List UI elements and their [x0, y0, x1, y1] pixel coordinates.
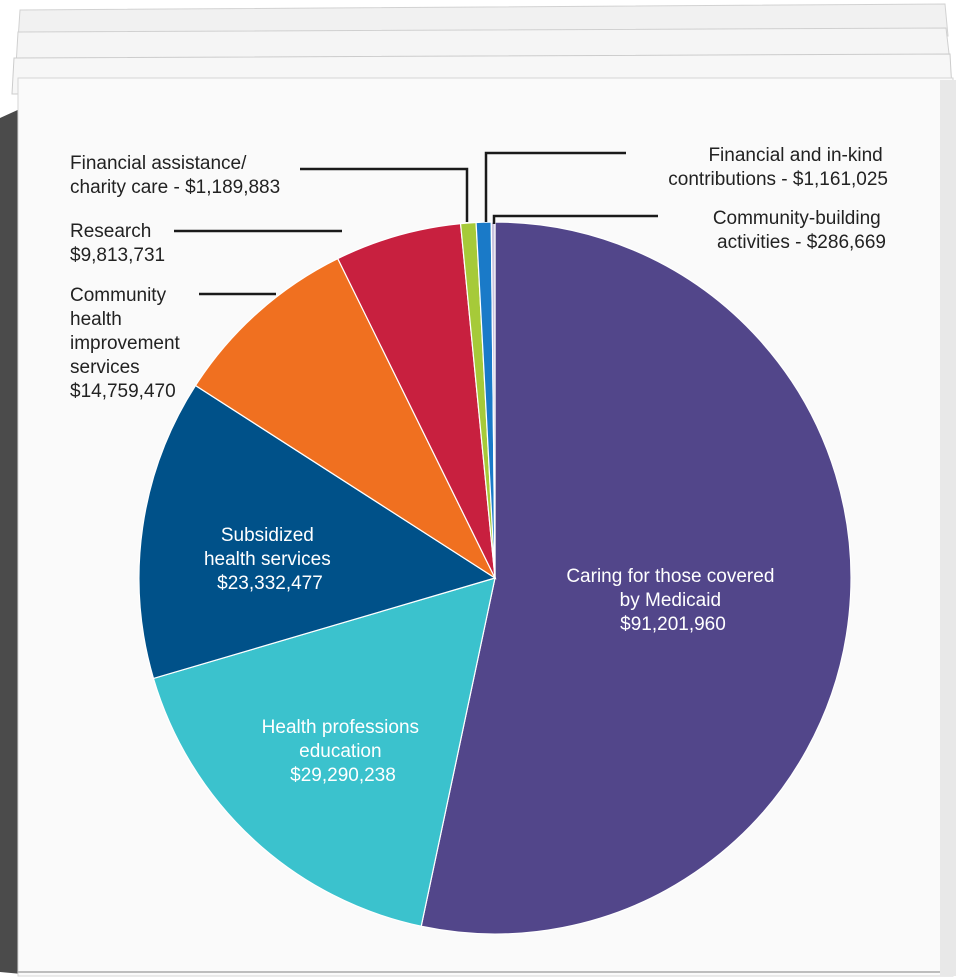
- pie-slice-2: [138, 384, 497, 680]
- label-subsidized: Subsidized health services $23,332,477: [204, 525, 336, 594]
- pie-slices: [138, 221, 852, 935]
- label-medicaid: Caring for those covered by Medicaid $91…: [566, 566, 779, 635]
- label-health-professions: Health professions education $29,290,238: [262, 717, 425, 786]
- leader-line-financial-assistance: [300, 167, 469, 222]
- label-community-building: Community-building activities - $286,669: [713, 208, 886, 253]
- label-research: Research $9,813,731: [70, 221, 165, 266]
- pie-slice-3: [194, 257, 497, 580]
- leader-line-community-building: [492, 214, 658, 224]
- pie-slice-0: [420, 221, 852, 935]
- label-financial-contributions: Financial and in-kind contributions - $1…: [668, 145, 888, 190]
- inside-labels: Caring for those covered by Medicaid $91…: [204, 525, 779, 786]
- outside-labels: Financial assistance/ charity care - $1,…: [70, 145, 888, 402]
- leader-line-financial-contributions: [484, 151, 626, 222]
- label-community-health: Community health improvement services $1…: [70, 285, 185, 402]
- pie-slice-4: [336, 223, 496, 579]
- pie-slice-1: [152, 577, 496, 927]
- leader-lines: [174, 151, 658, 296]
- label-financial-assistance: Financial assistance/ charity care - $1,…: [70, 153, 280, 198]
